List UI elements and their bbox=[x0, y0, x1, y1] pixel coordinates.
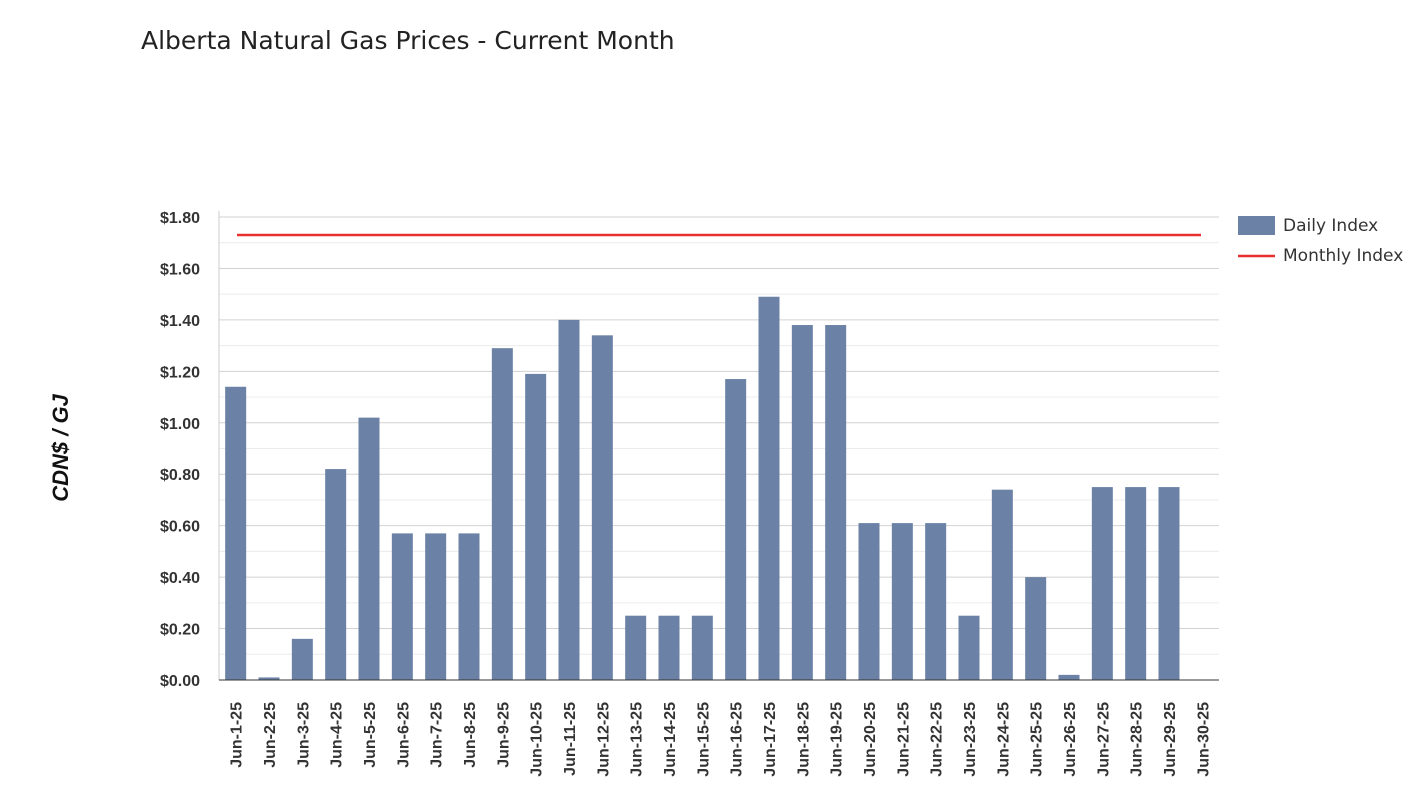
y-tick-label: $1.80 bbox=[160, 210, 200, 227]
x-tick-label: Jun-10-25 bbox=[529, 702, 546, 777]
bar-Jun-24-25 bbox=[991, 489, 1013, 680]
bar-Jun-25-25 bbox=[1025, 577, 1047, 680]
legend-label-monthly: Monthly Index bbox=[1283, 246, 1403, 266]
y-tick-label: $1.00 bbox=[160, 416, 200, 433]
bar-Jun-14-25 bbox=[658, 615, 680, 680]
y-tick-label: $0.20 bbox=[160, 622, 200, 639]
x-tick-label: Jun-15-25 bbox=[695, 702, 712, 777]
x-axis-ticks: Jun-1-25 Jun-2-25 Jun-3-25 Jun-4-25 Jun-5-25… bbox=[229, 702, 1213, 777]
bar-Jun-12-25 bbox=[591, 335, 613, 680]
bar-Jun-28-25 bbox=[1125, 487, 1147, 680]
y-tick-label: $1.60 bbox=[160, 261, 200, 278]
x-tick-label: Jun-12-25 bbox=[595, 702, 612, 777]
y-axis-label: CDN$ / GJ bbox=[48, 393, 73, 501]
bar-Jun-5-25 bbox=[358, 417, 380, 680]
bar-Jun-29-25 bbox=[1158, 487, 1180, 680]
bar-Jun-8-25 bbox=[458, 533, 480, 680]
bar-Jun-16-25 bbox=[725, 379, 747, 680]
x-tick-label: Jun-6-25 bbox=[395, 702, 412, 768]
x-tick-label: Jun-3-25 bbox=[295, 702, 312, 768]
x-tick-label: Jun-23-25 bbox=[962, 702, 979, 777]
bar-Jun-22-25 bbox=[925, 523, 947, 680]
bar-Jun-9-25 bbox=[491, 348, 513, 680]
x-tick-label: Jun-29-25 bbox=[1162, 702, 1179, 777]
bar-Jun-10-25 bbox=[525, 373, 547, 680]
legend-label-daily: Daily Index bbox=[1283, 216, 1378, 236]
x-tick-label: Jun-28-25 bbox=[1129, 702, 1146, 777]
x-tick-label: Jun-5-25 bbox=[362, 702, 379, 768]
x-tick-label: Jun-27-25 bbox=[1095, 702, 1112, 777]
x-tick-label: Jun-21-25 bbox=[895, 702, 912, 777]
x-tick-label: Jun-30-25 bbox=[1195, 702, 1212, 777]
bar-Jun-18-25 bbox=[791, 325, 813, 680]
bar-Jun-4-25 bbox=[325, 469, 347, 680]
y-tick-label: $0.80 bbox=[160, 467, 200, 484]
bar-Jun-19-25 bbox=[825, 325, 847, 680]
x-tick-label: Jun-19-25 bbox=[829, 702, 846, 777]
bar-Jun-20-25 bbox=[858, 523, 880, 680]
bar-Jun-6-25 bbox=[391, 533, 413, 680]
x-tick-label: Jun-25-25 bbox=[1029, 702, 1046, 777]
bar-Jun-11-25 bbox=[558, 319, 580, 680]
x-tick-label: Jun-18-25 bbox=[795, 702, 812, 777]
x-tick-label: Jun-17-25 bbox=[762, 702, 779, 777]
x-tick-label: Jun-16-25 bbox=[729, 702, 746, 777]
x-tick-label: Jun-7-25 bbox=[429, 702, 446, 768]
y-tick-label: $0.60 bbox=[160, 519, 200, 536]
bar-Jun-17-25 bbox=[758, 296, 780, 680]
x-tick-label: Jun-20-25 bbox=[862, 702, 879, 777]
x-tick-label: Jun-8-25 bbox=[462, 702, 479, 768]
x-tick-label: Jun-11-25 bbox=[562, 702, 579, 776]
bar-Jun-13-25 bbox=[625, 615, 647, 680]
bar-Jun-23-25 bbox=[958, 615, 980, 680]
bar-Jun-21-25 bbox=[891, 523, 913, 680]
y-axis-ticks: $0.00 $0.20 $0.40 $0.60 $0.80 $1.00 $1.20 $1.40… bbox=[160, 210, 200, 690]
x-tick-label: Jun-9-25 bbox=[495, 702, 512, 768]
x-tick-label: Jun-24-25 bbox=[995, 702, 1012, 777]
y-tick-label: $0.40 bbox=[160, 570, 200, 587]
x-tick-label: Jun-2-25 bbox=[262, 702, 279, 768]
y-tick-label: $0.00 bbox=[160, 673, 200, 690]
x-tick-label: Jun-14-25 bbox=[662, 702, 679, 777]
chart-legend: Daily Index Monthly Index bbox=[1238, 216, 1403, 266]
legend-swatch-daily bbox=[1238, 216, 1275, 235]
x-tick-label: Jun-13-25 bbox=[629, 702, 646, 777]
bar-Jun-15-25 bbox=[691, 615, 713, 680]
x-tick-label: Jun-1-25 bbox=[229, 702, 246, 768]
y-tick-label: $1.40 bbox=[160, 313, 200, 330]
chart-axes bbox=[218, 211, 1219, 681]
chart-bars bbox=[225, 296, 1180, 680]
x-tick-label: Jun-4-25 bbox=[329, 702, 346, 768]
bar-Jun-27-25 bbox=[1091, 487, 1113, 680]
bar-Jun-1-25 bbox=[225, 386, 247, 680]
bar-Jun-3-25 bbox=[291, 638, 313, 680]
bar-Jun-7-25 bbox=[425, 533, 447, 680]
x-tick-label: Jun-22-25 bbox=[929, 702, 946, 777]
y-tick-label: $1.20 bbox=[160, 364, 200, 381]
bar-Jun-2-25 bbox=[258, 677, 280, 680]
page-title: Alberta Natural Gas Prices - Current Mon… bbox=[141, 26, 675, 55]
bar-Jun-26-25 bbox=[1058, 674, 1080, 680]
x-tick-label: Jun-26-25 bbox=[1062, 702, 1079, 777]
